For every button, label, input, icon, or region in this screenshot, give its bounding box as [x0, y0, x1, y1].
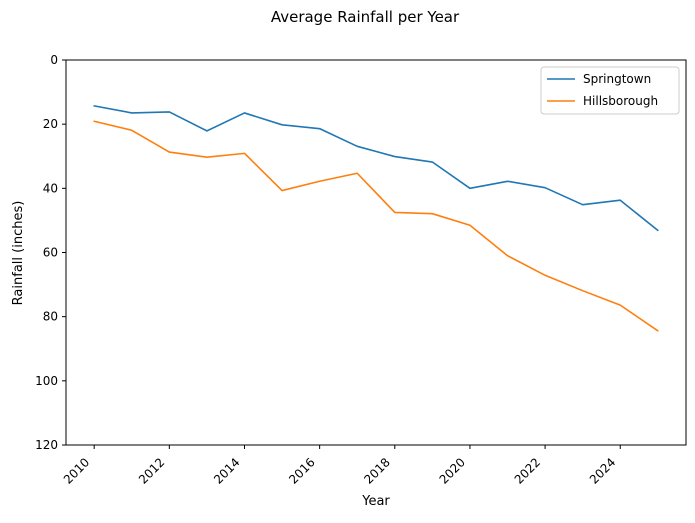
y-tick-label: 60 [43, 246, 58, 260]
series-line-hillsborough [93, 120, 659, 332]
chart-title: Average Rainfall per Year [271, 8, 460, 26]
y-tick-label: 0 [50, 53, 58, 67]
x-axis-label: Year [361, 494, 390, 509]
y-axis-label: Rainfall (inches) [11, 201, 26, 306]
x-tick-label: 2024 [587, 455, 618, 486]
y-tick-label: 100 [35, 374, 58, 388]
axis-ticks: 2010 2012 2014 2016 2018 2020 2022 2024 0 20 40 60 8… [35, 53, 621, 487]
y-tick-label: 120 [35, 438, 58, 452]
legend-box [540, 66, 680, 115]
series-lines [93, 105, 659, 332]
y-tick-label: 20 [43, 117, 58, 131]
x-tick-label: 2020 [437, 455, 468, 486]
legend-label-hillsborough: Hillsborough [583, 94, 658, 108]
legend-label-springtown: Springtown [583, 72, 651, 86]
legend: Springtown Hillsborough [540, 66, 680, 115]
x-tick-label: 2016 [286, 455, 317, 486]
x-tick-label: 2012 [136, 455, 167, 486]
plot-frame [65, 59, 687, 446]
x-tick-label: 2010 [61, 455, 92, 486]
x-tick-label: 2022 [512, 455, 543, 486]
x-tick-label: 2014 [211, 455, 242, 486]
y-tick-label: 80 [43, 310, 58, 324]
x-tick-label: 2018 [361, 455, 392, 486]
y-tick-label: 40 [43, 181, 58, 195]
series-line-springtown [93, 105, 659, 232]
